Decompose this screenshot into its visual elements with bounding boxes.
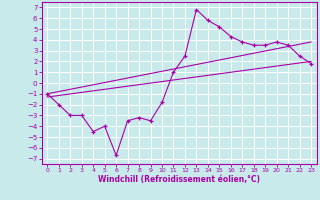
X-axis label: Windchill (Refroidissement éolien,°C): Windchill (Refroidissement éolien,°C): [98, 175, 260, 184]
